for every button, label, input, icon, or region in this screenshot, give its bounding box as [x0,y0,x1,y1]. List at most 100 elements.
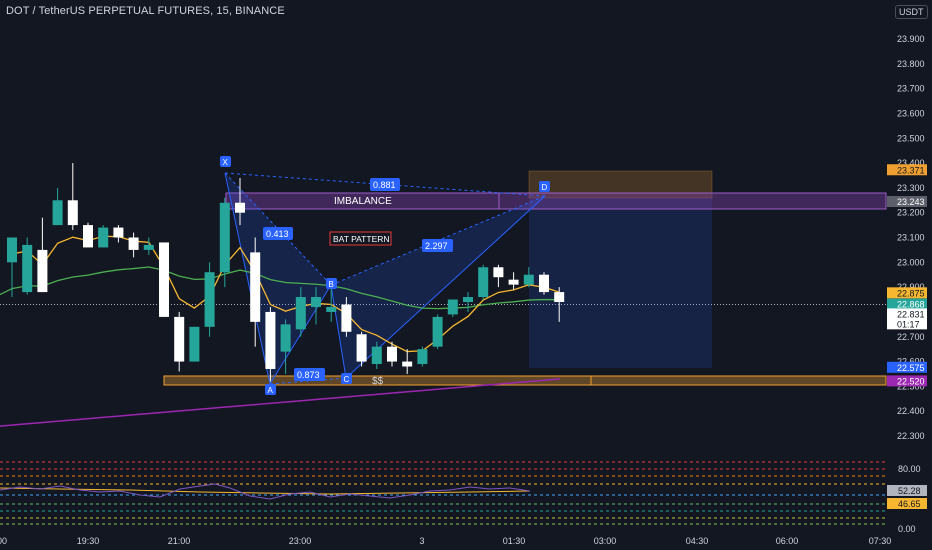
svg-text:22.831: 22.831 [897,309,925,319]
point-c-marker[interactable]: C [341,373,352,384]
price-badge: 22.868 [887,298,927,310]
rsi-line [0,483,531,500]
time-tick: 00 [0,536,7,546]
price-badge: 23.371 [887,164,927,176]
point-x-marker[interactable]: X [220,156,231,167]
candle[interactable] [174,311,185,372]
price-tick: 22.300 [897,431,925,441]
candle[interactable] [402,349,413,374]
imbalance-zone[interactable] [225,192,887,210]
candle[interactable] [7,237,17,298]
candle[interactable] [508,272,519,290]
imbalance-label: IMBALANCE [334,196,392,207]
point-b-marker[interactable]: B [326,278,337,289]
candle[interactable] [67,163,78,231]
svg-text:52.28: 52.28 [898,486,921,496]
candle[interactable] [143,237,154,255]
svg-text:23.371: 23.371 [897,165,925,175]
target-zone-bottom[interactable] [529,198,712,368]
time-tick: 19:30 [77,536,100,546]
rsi-tick-0: 0.00 [898,524,916,534]
candle[interactable] [432,314,443,350]
price-badge: 22.831 [887,308,927,320]
candle[interactable] [280,319,291,374]
candle[interactable] [204,262,215,337]
bat-pattern-tag[interactable]: BAT PATTERN [329,231,392,246]
candle[interactable] [554,287,565,322]
ratio-bd-badge[interactable]: 2.297 [422,239,453,252]
candle[interactable] [98,225,109,248]
candle[interactable] [447,299,458,317]
candle[interactable] [219,197,230,288]
ratio-xd-badge[interactable]: 0.881 [370,178,400,191]
price-badge: 23.243 [887,196,927,208]
candle[interactable] [326,287,337,322]
svg-text:01:17: 01:17 [897,319,920,329]
candle[interactable] [478,264,489,300]
svg-text:22.875: 22.875 [897,288,925,298]
pattern-xab-fill [225,173,331,384]
liquidity-level-zone[interactable] [163,375,887,386]
ema-long-line [0,378,561,427]
candle[interactable] [113,225,124,243]
svg-text:0.881: 0.881 [373,180,396,190]
ema-slow-line [0,266,560,310]
candle[interactable] [52,187,63,226]
svg-text:X: X [223,158,229,167]
candle[interactable] [523,267,534,288]
price-tick: 23.200 [897,208,925,218]
svg-text:D: D [542,183,548,192]
point-a-marker[interactable]: A [265,384,276,395]
candle[interactable] [341,297,352,337]
time-tick: 3 [419,536,424,546]
price-tick: 23.300 [897,183,925,193]
price-tick: 23.800 [897,59,925,69]
svg-text:A: A [268,386,274,395]
candle[interactable] [83,222,93,248]
candle[interactable] [250,237,261,347]
bat-pattern-label: BAT PATTERN [333,234,390,244]
candle[interactable] [189,326,200,362]
svg-text:C: C [344,375,350,384]
price-tick: 23.700 [897,84,925,94]
candle[interactable] [417,346,428,367]
price-tick: 23.000 [897,257,925,267]
candle[interactable] [295,287,306,337]
candle[interactable] [311,287,321,325]
time-tick: 03:00 [594,536,617,546]
svg-text:22.575: 22.575 [897,363,925,373]
liquidity-label: $$ [372,376,384,387]
candle[interactable] [539,272,549,295]
candle[interactable] [265,306,276,382]
candle[interactable] [493,264,504,288]
symbol-title[interactable]: DOT / TetherUS PERPETUAL FUTURES, 15, BI… [6,5,285,17]
svg-text:0.413: 0.413 [266,229,289,239]
rsi-pane[interactable] [0,461,886,525]
svg-text:0.873: 0.873 [297,370,320,380]
ratio-xb-badge[interactable]: 0.413 [263,227,293,240]
price-badge: 01:17 [887,318,927,330]
price-tick: 22.400 [897,406,925,416]
candle[interactable] [371,341,382,370]
candle[interactable] [159,242,169,317]
point-d-marker[interactable]: D [539,181,550,192]
svg-text:2.297: 2.297 [425,241,448,251]
price-tick: 22.900 [897,282,925,292]
candle[interactable] [387,341,397,367]
time-axis[interactable]: 00 19:30 21:00 23:00 3 01:30 03:00 04:30 06:00 07… [0,536,891,546]
candle[interactable] [22,237,33,295]
candle[interactable] [356,331,367,367]
candle[interactable] [128,232,139,258]
candle[interactable] [463,292,473,312]
time-tick: 21:00 [168,536,191,546]
currency-button[interactable]: USDT [895,5,928,19]
candle[interactable] [235,177,245,226]
svg-text:23.243: 23.243 [897,197,925,207]
price-badge: 22.520 [887,375,927,387]
time-tick: 01:30 [503,536,526,546]
candle[interactable] [37,217,48,293]
svg-text:46.65: 46.65 [898,499,921,509]
ratio-ac-badge[interactable]: 0.873 [294,368,325,381]
price-tick: 23.900 [897,34,925,44]
